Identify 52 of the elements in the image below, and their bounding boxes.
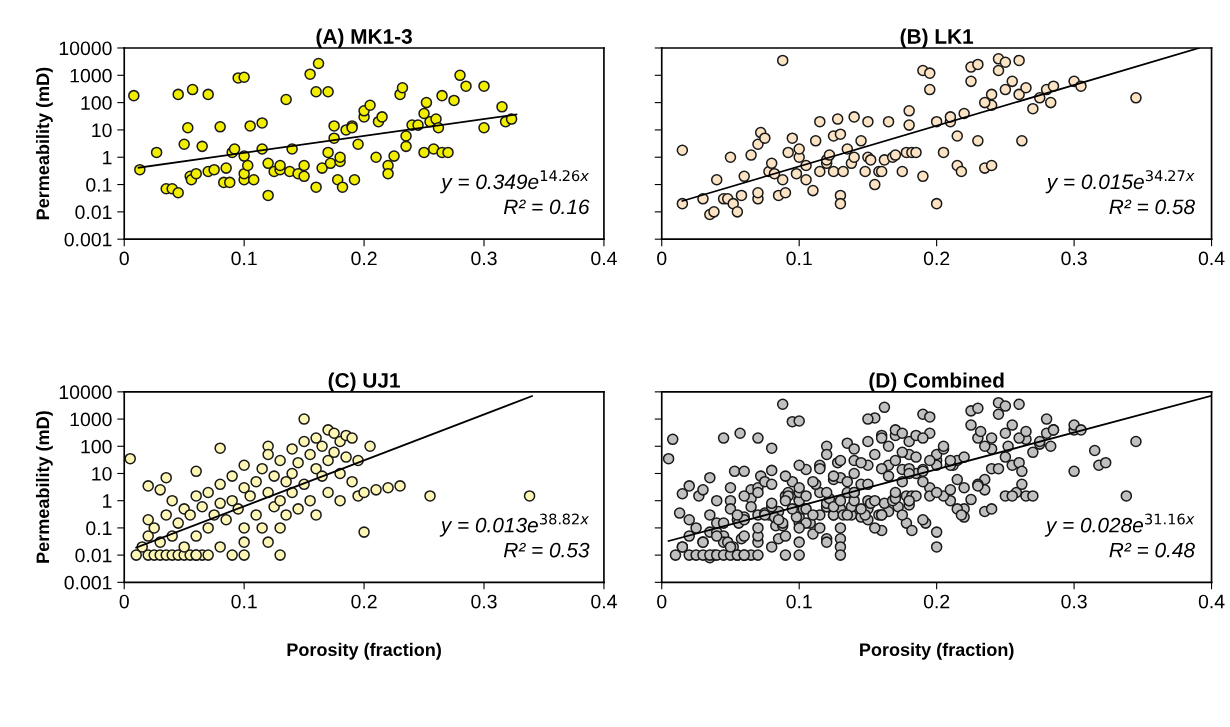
- y-tick-label: 0.001: [64, 232, 112, 247]
- x-tick-label: 0.3: [1061, 594, 1087, 609]
- y-tick-label: 100: [81, 439, 112, 454]
- x-tick-label: 0.4: [591, 251, 617, 266]
- y-tick-label: 0.01: [75, 205, 112, 220]
- x-tick-label: 0: [657, 251, 667, 266]
- y-tick-label: 10: [92, 466, 112, 481]
- y-tick-label: 1000: [70, 68, 112, 83]
- y-tick-label: 10000: [59, 41, 112, 56]
- x-tick-label: 0: [657, 594, 667, 609]
- x-tick-label: 0.2: [351, 251, 377, 266]
- annotation: R² = 0.48: [1109, 542, 1195, 558]
- y-tick-label: 0.1: [86, 178, 112, 192]
- x-tick-label: 0.1: [786, 594, 812, 609]
- x-tick-label: 0.1: [231, 594, 257, 609]
- chart-title: (B) LK1: [900, 28, 974, 48]
- annotation: R² = 0.16: [503, 199, 590, 215]
- x-tick-label: 0.4: [1198, 251, 1225, 266]
- x-tick-label: 0.3: [1061, 251, 1087, 266]
- x-tick-label: 0.2: [351, 594, 377, 609]
- y-tick-label: 0.01: [75, 548, 112, 563]
- y-tick-label: 10000: [59, 385, 112, 400]
- x-tick-label: 0.3: [471, 594, 497, 609]
- x-tick-label: 0.4: [591, 594, 617, 609]
- y-axis-title: Permeability (mD): [35, 67, 53, 220]
- x-tick-label: 0.1: [786, 251, 812, 266]
- y-tick-label: 0.001: [64, 575, 112, 590]
- x-tick-label: 0: [119, 594, 129, 609]
- y-tick-label: 1: [103, 494, 112, 508]
- chart-title: (A) MK1-3: [316, 28, 412, 48]
- x-tick-label: 0.1: [231, 251, 257, 266]
- x-tick-label: 0: [119, 251, 129, 266]
- x-tick-label: 0.2: [923, 594, 950, 609]
- y-axis-title: Permeability (mD): [35, 411, 53, 563]
- y-tick-label: 100: [81, 96, 112, 110]
- chart-title: (D) Combined: [869, 372, 1004, 392]
- y-tick-label: 0.1: [86, 521, 112, 536]
- y-tick-label: 1: [103, 150, 112, 165]
- x-tick-label: 0.3: [471, 251, 497, 266]
- annotation: y = 0.028e$^{31.16x}$: [1044, 513, 1195, 537]
- annotation: y = 0.013e$^{38.82x}$: [439, 513, 589, 537]
- chart-title: (C) UJ1: [328, 372, 400, 392]
- x-axis-title: Porosity (fraction): [287, 642, 441, 660]
- x-axis-title: Porosity (fraction): [860, 642, 1014, 660]
- y-tick-label: 10: [92, 123, 112, 138]
- annotation: y = 0.349e$^{14.26x}$: [440, 170, 589, 194]
- y-tick-label: 1000: [70, 412, 112, 427]
- x-tick-label: 0.4: [1198, 594, 1225, 609]
- x-tick-label: 0.2: [923, 251, 950, 266]
- annotation: R² = 0.53: [503, 542, 590, 558]
- annotation: R² = 0.58: [1109, 199, 1195, 215]
- annotation: y = 0.015e$^{34.27x}$: [1045, 170, 1195, 194]
